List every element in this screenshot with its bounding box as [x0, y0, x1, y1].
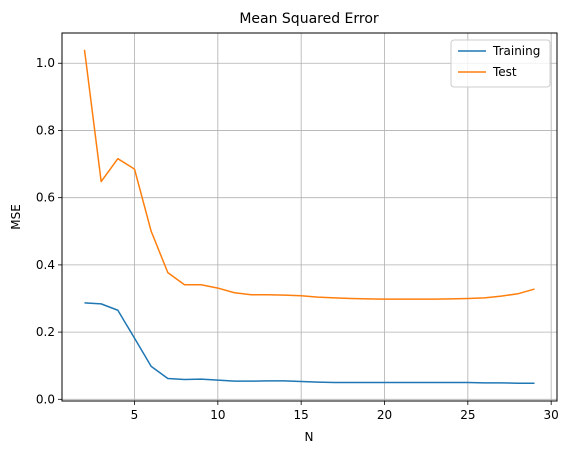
y-tick-label: 0.8 — [36, 123, 55, 137]
x-tick-label: 5 — [131, 408, 139, 422]
series-line-test — [83, 49, 535, 300]
x-tick-label: 15 — [294, 408, 309, 422]
x-axis-ticks: 5 10 15 20 25 30 — [131, 401, 559, 422]
legend-label-training: Training — [492, 44, 540, 58]
plot-frame — [61, 32, 558, 402]
x-tick-label: 25 — [460, 408, 475, 422]
x-axis-label: N — [305, 430, 314, 444]
legend: Training Test — [450, 39, 551, 88]
y-tick-label: 0.0 — [36, 392, 55, 406]
x-tick-label: 10 — [210, 408, 225, 422]
y-tick-label: 1.0 — [36, 56, 55, 70]
series-line-training — [84, 302, 535, 384]
legend-label-test: Test — [492, 65, 517, 79]
x-tick-label: 20 — [377, 408, 392, 422]
series-lines — [83, 49, 535, 384]
y-axis-ticks: 0.0 0.2 0.4 0.6 0.8 1.0 — [36, 56, 62, 406]
y-tick-label: 0.6 — [36, 191, 55, 205]
chart-title: Mean Squared Error — [239, 11, 379, 27]
y-tick-label: 0.2 — [36, 325, 55, 339]
y-tick-label: 0.4 — [36, 258, 55, 272]
x-tick-label: 30 — [544, 408, 559, 422]
y-axis-label: MSE — [9, 204, 23, 230]
grid-lines — [62, 33, 557, 401]
